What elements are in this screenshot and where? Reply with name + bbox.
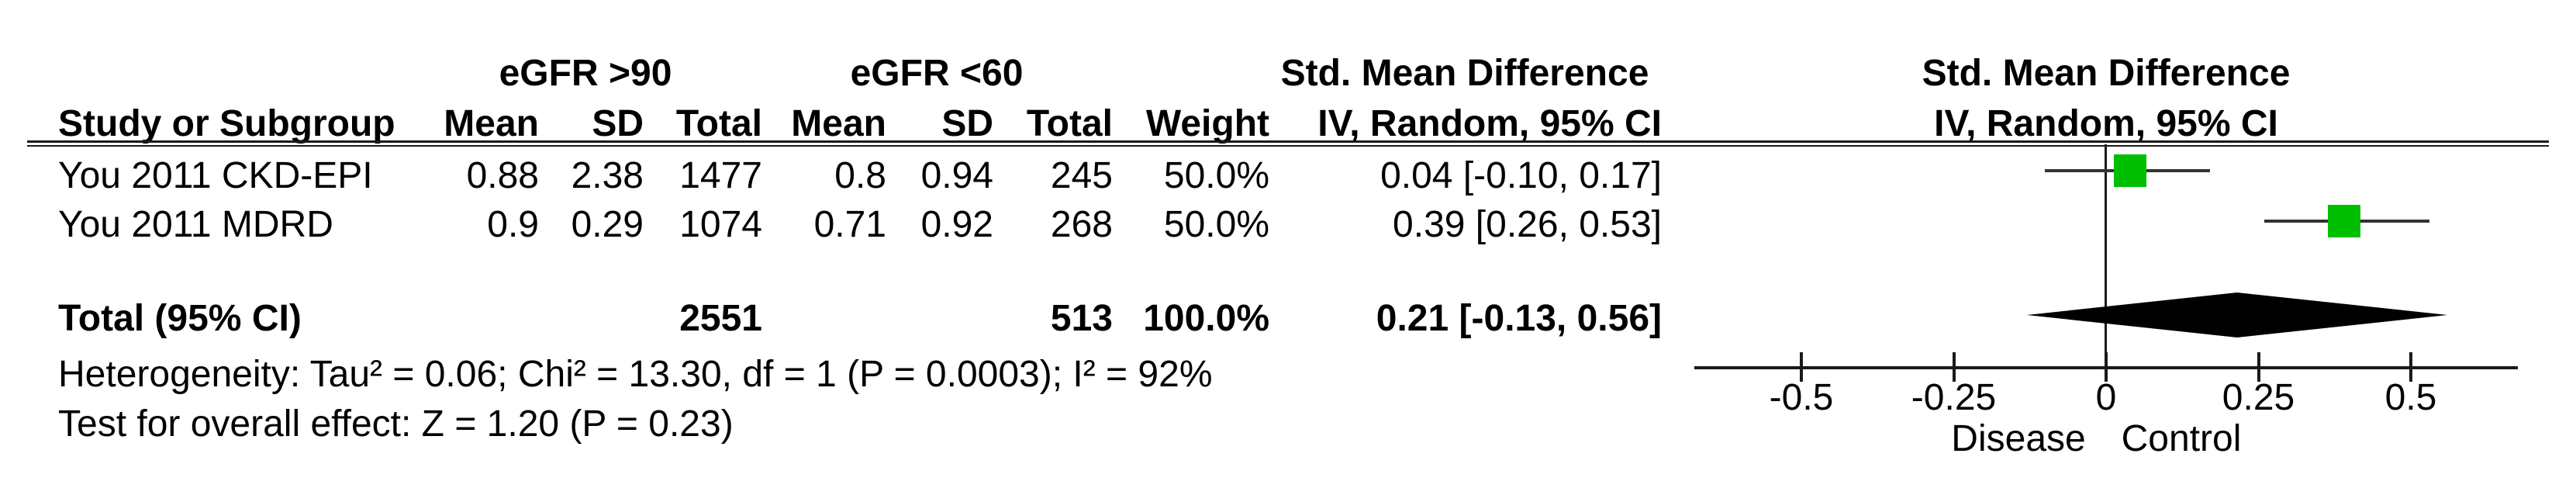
tick-label: 0.5 <box>2384 377 2437 418</box>
total1-value: 1477 <box>679 155 762 196</box>
col-header-mean2: Mean <box>791 103 886 144</box>
tick-label: 0.25 <box>2222 377 2295 418</box>
ci-value: 0.39 [0.26, 0.53] <box>1393 204 1662 245</box>
axis-label-left: Disease <box>1951 418 2086 459</box>
effect-column-header-title: Std. Mean Difference <box>1280 53 1649 94</box>
study-square <box>2327 205 2360 237</box>
sd2-value: 0.94 <box>920 155 993 196</box>
sd1-value: 2.38 <box>571 155 644 196</box>
mean2-value: 0.8 <box>834 155 886 196</box>
header-rule-top <box>27 140 2549 143</box>
axis-tick <box>1952 352 1956 382</box>
col-header-total2: Total <box>1026 103 1113 144</box>
total2-value: 245 <box>1050 155 1113 196</box>
axis-tick <box>1800 352 1803 382</box>
summary-diamond <box>2026 292 2448 338</box>
col-header-sd2: SD <box>941 103 993 144</box>
col-header-study: Study or Subgroup <box>58 103 395 144</box>
study-label: You 2011 MDRD <box>58 204 333 245</box>
axis-label-right: Control <box>2121 418 2242 459</box>
mean1-value: 0.88 <box>466 155 539 196</box>
col-header-total1: Total <box>675 103 762 144</box>
col-header-mean1: Mean <box>444 103 539 144</box>
total2-value: 268 <box>1050 204 1113 245</box>
axis-tick <box>2409 352 2412 382</box>
mean1-value: 0.9 <box>487 204 539 245</box>
col-header-effect-ci: IV, Random, 95% CI <box>1317 103 1662 144</box>
study-label: You 2011 CKD-EPI <box>58 155 373 196</box>
mean2-value: 0.71 <box>813 204 886 245</box>
axis-tick <box>2257 352 2260 382</box>
header-rule-bottom <box>27 145 2549 147</box>
weight-value: 50.0% <box>1163 204 1269 245</box>
tick-label: -0.5 <box>1769 377 1834 418</box>
total1-value: 1074 <box>679 204 762 245</box>
weight-value: 50.0% <box>1163 155 1269 196</box>
col-header-sd1: SD <box>592 103 644 144</box>
total1-sum-value: 2551 <box>679 298 762 339</box>
plot-header-title: Std. Mean Difference <box>1922 53 2291 94</box>
tick-label: -0.25 <box>1911 377 1997 418</box>
total-weight-value: 100.0% <box>1143 298 1269 339</box>
axis-tick <box>2105 352 2108 382</box>
sd1-value: 0.29 <box>571 204 644 245</box>
ci-value: 0.04 [-0.10, 0.17] <box>1380 155 1662 196</box>
zero-line <box>2105 144 2107 382</box>
group2-header: eGFR <60 <box>850 53 1024 94</box>
tick-label: 0 <box>2095 377 2117 418</box>
sd2-value: 0.92 <box>920 204 993 245</box>
total2-sum-value: 513 <box>1050 298 1113 339</box>
total-ci-value: 0.21 [-0.13, 0.56] <box>1376 298 1662 339</box>
heterogeneity-text: Heterogeneity: Tau² = 0.06; Chi² = 13.30… <box>58 354 1213 395</box>
group1-header: eGFR >90 <box>499 53 672 94</box>
study-square <box>2114 154 2147 187</box>
plot-header-method: IV, Random, 95% CI <box>1934 103 2278 144</box>
col-header-weight: Weight <box>1145 103 1269 144</box>
total-label: Total (95% CI) <box>58 298 302 339</box>
overall-effect-text: Test for overall effect: Z = 1.20 (P = 0… <box>58 403 734 445</box>
